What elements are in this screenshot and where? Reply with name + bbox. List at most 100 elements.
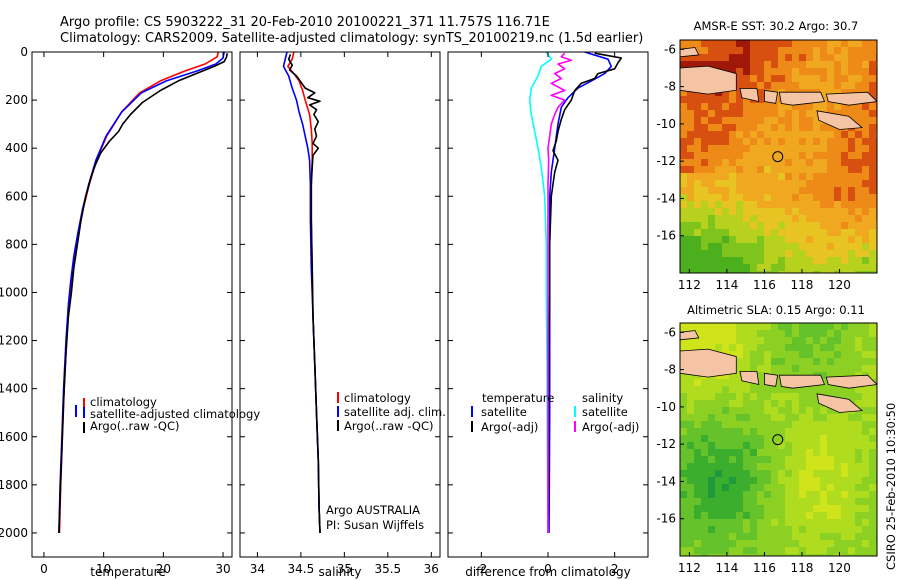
sla-heatmap-cell — [694, 400, 702, 408]
sst-heatmap-cell — [694, 110, 702, 118]
sst-heatmap-cell — [750, 180, 758, 188]
sla-heatmap-cell — [799, 414, 807, 422]
sst-heatmap-cell — [715, 201, 723, 209]
sla-heatmap-cell — [687, 442, 695, 450]
sst-heatmap-cell — [722, 208, 730, 216]
sla-heatmap-cell — [743, 400, 751, 408]
sst-heatmap-cell — [729, 229, 737, 237]
sla-heatmap-cell — [778, 456, 786, 464]
sla-heatmap-cell — [799, 442, 807, 450]
sst-heatmap-cell — [764, 61, 772, 69]
sla-heatmap-cell — [778, 477, 786, 485]
sla-heatmap-cell — [848, 386, 856, 394]
sla-map-panel: Altimetric SLA: 0.15 Argo: 0.11 112 114 11… — [656, 303, 878, 575]
sla-heatmap-cell — [813, 449, 821, 457]
sla-heatmap-cell — [708, 421, 716, 429]
sst-heatmap-cell — [708, 222, 716, 230]
sla-heatmap-cell — [715, 421, 723, 429]
sst-heatmap-cell — [841, 82, 849, 90]
sla-heatmap-cell — [778, 470, 786, 478]
sst-heatmap-cell — [771, 68, 779, 76]
sla-heatmap-cell — [680, 428, 688, 436]
sst-heatmap-cell — [687, 173, 695, 181]
sla-heatmap-cell — [680, 512, 688, 520]
sst-heatmap-cell — [799, 131, 807, 139]
legend-header-temperature: temperature — [482, 391, 554, 405]
sla-ytick-label: -16 — [656, 512, 676, 526]
sla-heatmap-cell — [764, 512, 772, 520]
sla-heatmap-cell — [764, 358, 772, 366]
sla-heatmap-cell — [736, 421, 744, 429]
sst-heatmap-cell — [694, 222, 702, 230]
sst-heatmap-cell — [848, 222, 856, 230]
sst-heatmap-cell — [799, 47, 807, 55]
sst-heatmap-cell — [701, 215, 709, 223]
sst-heatmap-cell — [708, 187, 716, 195]
sla-heatmap-cell — [799, 435, 807, 443]
sst-heatmap-cell — [841, 68, 849, 76]
sla-heatmap-cell — [771, 547, 779, 555]
sla-island — [816, 393, 863, 413]
sla-heatmap-cell — [687, 512, 695, 520]
sla-heatmap-cell — [729, 512, 737, 520]
sst-heatmap-cell — [757, 54, 765, 62]
sst-heatmap-cell — [834, 75, 842, 83]
sst-heatmap-cell — [708, 236, 716, 244]
sst-heatmap-cell — [701, 208, 709, 216]
sst-heatmap-cell — [687, 257, 695, 265]
sst-heatmap-cell — [869, 54, 877, 62]
sla-heatmap-cell — [827, 540, 835, 548]
sla-heatmap-cell — [750, 484, 758, 492]
sst-heatmap-cell — [743, 54, 751, 62]
sst-heatmap-cell — [680, 173, 688, 181]
salinity-series-satellite-adj-clim--line — [282, 51, 321, 534]
sla-heatmap-cell — [799, 351, 807, 359]
sst-heatmap-cell — [813, 68, 821, 76]
sst-heatmap-cell — [750, 264, 758, 272]
sst-heatmap-cell — [771, 236, 779, 244]
sst-heatmap-cell — [813, 103, 821, 111]
sla-heatmap-cell — [862, 421, 870, 429]
sla-heatmap-cell — [715, 456, 723, 464]
sla-heatmap-cell — [799, 463, 807, 471]
sla-heatmap-cell — [841, 414, 849, 422]
sla-heatmap-cell — [813, 463, 821, 471]
sst-heatmap-cell — [750, 159, 758, 167]
sla-heatmap-cell — [834, 505, 842, 513]
sla-heatmap-cell — [834, 498, 842, 506]
sla-heatmap-cell — [820, 337, 828, 345]
sst-heatmap-cell — [862, 173, 870, 181]
sst-heatmap-cell — [715, 229, 723, 237]
sla-heatmap-cell — [750, 547, 758, 555]
sla-heatmap-cell — [820, 484, 828, 492]
sst-heatmap-cell — [799, 117, 807, 125]
sst-heatmap-cell — [729, 103, 737, 111]
sst-heatmap-cell — [827, 159, 835, 167]
sla-heatmap-cell — [827, 470, 835, 478]
sla-heatmap-cell — [806, 484, 814, 492]
sla-heatmap-cell — [820, 442, 828, 450]
sla-heatmap-cell — [806, 519, 814, 527]
sla-heatmap-cell — [841, 428, 849, 436]
sla-heatmap-cell — [680, 344, 688, 352]
sla-heatmap-cell — [722, 463, 730, 471]
sla-heatmap-cell — [785, 407, 793, 415]
sla-heatmap-cell — [806, 477, 814, 485]
sla-heatmap-cell — [848, 540, 856, 548]
sst-heatmap-cell — [855, 61, 863, 69]
sst-heatmap-cell — [827, 250, 835, 258]
sla-heatmap-cell — [750, 442, 758, 450]
sla-heatmap-cell — [813, 323, 821, 331]
sla-heatmap-cell — [778, 414, 786, 422]
sla-heatmap-cell — [785, 393, 793, 401]
sst-heatmap-cell — [687, 159, 695, 167]
sla-heatmap-cell — [869, 372, 877, 380]
difference-series-satellite-line — [548, 51, 613, 534]
sla-island — [764, 372, 779, 387]
sst-heatmap-cell — [736, 138, 744, 146]
sla-heatmap-cell — [813, 428, 821, 436]
sla-heatmap-cell — [757, 470, 765, 478]
sst-heatmap-cell — [806, 110, 814, 118]
sst-heatmap-cell — [862, 250, 870, 258]
sst-heatmap-cell — [820, 257, 828, 265]
